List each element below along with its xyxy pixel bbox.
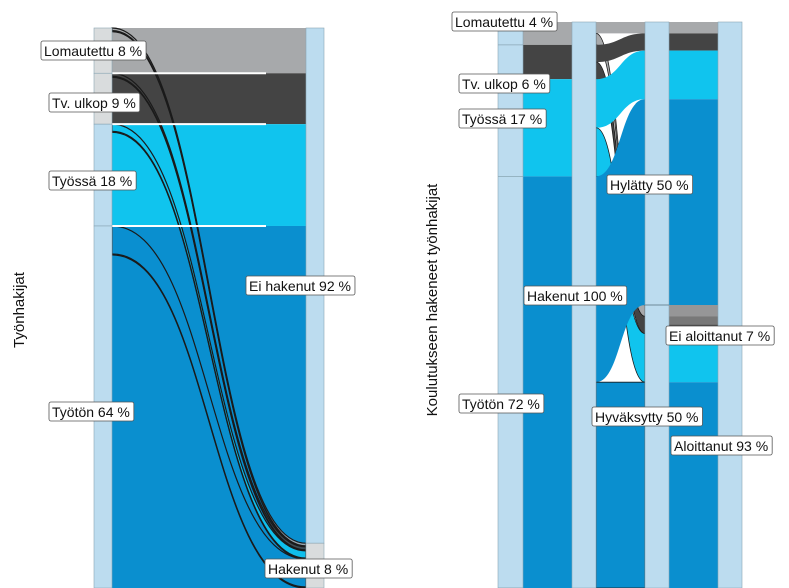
label-hakenut-left-text: Hakenut 8 % xyxy=(268,561,348,577)
label-tyoton-right: Työtön 72 % xyxy=(458,393,545,414)
label-tv-ulkop-right-text: Tv. ulkop 6 % xyxy=(462,76,546,92)
rflow-hylatty-tyossa xyxy=(596,50,645,128)
label-tyossa-right-text: Työssä 17 % xyxy=(462,111,542,127)
label-tv-ulkop-left-text: Tv. ulkop 9 % xyxy=(52,95,136,111)
rnode-col-4 xyxy=(717,21,743,588)
label-lomautettu-left-box xyxy=(40,40,147,61)
label-ei-aloittanut-text: Ei aloittanut 7 % xyxy=(669,328,770,344)
label-aloittanut-box xyxy=(670,435,773,456)
label-hakenut-right-box xyxy=(523,285,628,306)
y-axis-title-left: Työnhakijat xyxy=(11,271,28,348)
node-labels: Lomautettu 8 % Tv. ulkop 9 % Työssä 18 % Ty… xyxy=(40,11,775,579)
flow-edge-tyossa xyxy=(111,130,307,559)
label-hylatty-text: Hylätty 50 % xyxy=(610,177,689,193)
label-tv-ulkop-right: Tv. ulkop 6 % xyxy=(458,73,551,94)
label-tv-ulkop-left: Tv. ulkop 9 % xyxy=(48,92,141,113)
label-ei-aloittanut-box xyxy=(665,325,775,346)
label-tyossa-right: Työssä 17 % xyxy=(458,108,547,129)
label-hakenut-right: Hakenut 100 % xyxy=(523,285,628,306)
label-hyvaksytty-box xyxy=(591,406,703,427)
label-ei-hakenut: Ei hakenut 92 % xyxy=(245,275,356,296)
label-tv-ulkop-left-box xyxy=(48,92,141,113)
label-hyvaksytty: Hyväksytty 50 % xyxy=(591,406,703,427)
band-gap xyxy=(112,123,266,126)
rband3-top-tv-ulkop xyxy=(669,33,718,51)
band-tv-ulkop xyxy=(112,73,306,125)
label-ei-hakenut-text: Ei hakenut 92 % xyxy=(249,278,351,294)
label-tyoton-left-text: Työtön 64 % xyxy=(52,404,130,420)
label-tyoton-right-box xyxy=(458,393,545,414)
label-hakenut-left: Hakenut 8 % xyxy=(264,558,353,579)
y-axis-title-right: Koulutukseen hakeneet työnhakijat xyxy=(424,183,441,417)
flow-edge-lomautettu xyxy=(111,30,307,547)
band-tyossa xyxy=(112,124,306,226)
rflow-hylatty-lomautettu xyxy=(596,22,645,34)
band-gap xyxy=(112,224,266,227)
label-tyoton-left: Työtön 64 % xyxy=(48,401,135,422)
label-lomautettu-left-text: Lomautettu 8 % xyxy=(44,43,142,59)
label-lomautettu-right: Lomautettu 4 % xyxy=(451,11,558,32)
rflow-hylatty-tyoton xyxy=(596,99,645,383)
rband1-tv-ulkop xyxy=(523,44,572,80)
label-tyossa-right-box xyxy=(458,108,547,129)
label-tyoton-right-text: Työtön 72 % xyxy=(462,396,540,412)
label-hakenut-left-box xyxy=(264,558,353,579)
rflow-hyvaksytty-tyoton xyxy=(595,381,646,588)
label-tv-ulkop-right-box xyxy=(458,73,551,94)
label-tyossa-left-box xyxy=(48,170,137,191)
label-lomautettu-left: Lomautettu 8 % xyxy=(40,40,147,61)
label-ei-hakenut-box xyxy=(245,275,356,296)
rflow-hylatty-tv-ulkop xyxy=(596,33,645,63)
panel-koulutukseen-hakeneet xyxy=(497,21,743,588)
label-hylatty: Hylätty 50 % xyxy=(606,174,693,195)
rblock-ei-aloittanut xyxy=(669,305,718,325)
label-lomautettu-right-text: Lomautettu 4 % xyxy=(455,14,553,30)
label-ei-aloittanut: Ei aloittanut 7 % xyxy=(665,325,775,346)
rband3-top-lomautettu xyxy=(669,22,718,34)
rband3-top-tyossa xyxy=(669,50,718,100)
rnode-col-1 xyxy=(497,21,524,588)
label-hakenut-right-text: Hakenut 100 % xyxy=(527,288,623,304)
label-tyossa-left: Työssä 18 % xyxy=(48,170,137,191)
label-aloittanut-text: Aloittanut 93 % xyxy=(674,438,768,454)
label-hylatty-box xyxy=(606,174,693,195)
band-gap xyxy=(112,72,266,75)
label-tyossa-left-text: Työssä 18 % xyxy=(52,173,132,189)
rband1-tyoton xyxy=(523,176,572,588)
label-hyvaksytty-text: Hyväksytty 50 % xyxy=(595,409,698,425)
label-lomautettu-right-box xyxy=(451,11,558,32)
rband3-top-tyoton xyxy=(669,99,718,305)
label-aloittanut: Aloittanut 93 % xyxy=(670,435,773,456)
flow-edge-tv-ulkop xyxy=(111,75,307,551)
label-tyoton-left-box xyxy=(48,401,135,422)
